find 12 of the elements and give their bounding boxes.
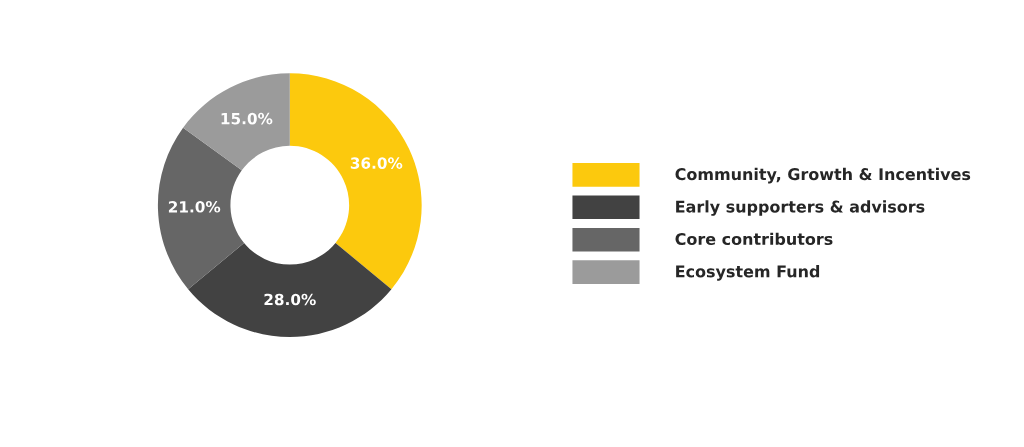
data-label: 15.0% [221,112,273,125]
data-label: 21.0% [168,201,221,213]
legend-label: Core contributors [675,232,833,246]
data-label: 28.0% [264,293,316,306]
legend-label: Community, Growth & Incentives [675,167,971,184]
data-label: 36.0% [350,157,403,169]
legend-label: Early supporters & advisors [676,200,925,216]
donut-slice [183,73,290,171]
donut-slice [157,127,245,290]
donut-slice [289,73,422,290]
donut-slice [188,243,392,338]
legend-label: Ecosystem Fund [676,265,820,281]
